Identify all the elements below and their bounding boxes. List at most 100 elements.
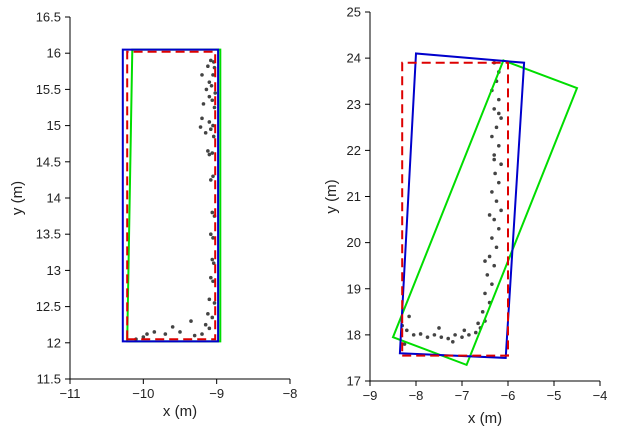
data-point: [209, 127, 213, 132]
bounding-box: [391, 59, 579, 367]
data-point: [451, 339, 455, 344]
y-tick-label: 12: [47, 335, 61, 350]
data-point: [178, 330, 182, 334]
data-point: [499, 208, 503, 213]
y-tick-label: 19: [347, 281, 361, 296]
data-point: [418, 332, 423, 336]
data-point: [203, 322, 208, 327]
data-point: [213, 91, 217, 95]
data-point: [499, 116, 503, 120]
data-point: [460, 335, 464, 339]
y-axis-label: y (m): [9, 181, 26, 215]
data-point: [476, 321, 480, 326]
bounding-box: [126, 50, 217, 341]
data-point: [437, 326, 441, 330]
data-point: [411, 333, 416, 337]
data-point: [206, 64, 210, 69]
y-tick-label: 21: [347, 189, 361, 204]
data-point: [467, 333, 471, 337]
data-point: [492, 153, 497, 157]
data-point: [170, 325, 175, 329]
data-point: [210, 210, 215, 215]
data-point: [407, 314, 411, 319]
x-tick-label: −6: [501, 388, 516, 403]
data-point: [425, 335, 430, 339]
y-tick-label: 11.5: [37, 372, 61, 387]
x-axis-label: x (m): [468, 410, 502, 427]
y-tick-label: 16: [47, 46, 61, 61]
data-point: [207, 94, 212, 99]
right-chart: −9 −8 −7 −6 −5 −4 17 18 19 20 21 22 23 24 25 x (m) y (m): [323, 5, 607, 428]
data-point: [204, 87, 209, 92]
data-point: [446, 336, 451, 341]
y-tick-label: 17: [347, 374, 361, 389]
data-point: [192, 333, 197, 338]
y-tick-label: 20: [347, 235, 361, 250]
data-point: [490, 134, 494, 139]
data-point: [497, 97, 501, 102]
y-tick-label: 18: [347, 327, 361, 342]
data-point: [212, 105, 217, 110]
data-point: [209, 232, 213, 236]
x-tick-label: −9: [363, 388, 378, 403]
data-point: [163, 332, 168, 336]
x-tick-label: −5: [547, 388, 562, 403]
data-point: [492, 263, 497, 268]
data-point: [405, 328, 409, 333]
x-tick-label: −8: [409, 388, 424, 403]
data-point: [200, 73, 204, 77]
data-point: [209, 83, 214, 88]
data-point: [207, 326, 212, 331]
data-point: [497, 143, 501, 148]
data-point: [201, 102, 206, 106]
data-point: [492, 157, 497, 162]
data-point: [152, 330, 157, 334]
data-point: [210, 151, 215, 155]
data-point: [462, 328, 467, 333]
data-point: [499, 162, 503, 167]
left-chart: −11 −10 −9 −8 11.5 12 12.5 13 13.5 14 14.5 15 15.5 16…: [9, 10, 297, 421]
y-tick-label: 16.5: [36, 10, 61, 25]
data-point: [485, 273, 490, 277]
data-point: [207, 120, 212, 124]
y-tick-label: 13: [47, 263, 61, 278]
data-point: [402, 342, 407, 346]
data-point: [207, 152, 212, 157]
bounding-box: [121, 48, 220, 343]
data-point: [487, 254, 492, 259]
y-tick-label: 25: [347, 5, 361, 20]
data-point: [483, 259, 487, 263]
x-tick-label: −7: [455, 388, 470, 403]
x-tick-label: −8: [283, 386, 298, 401]
data-point: [490, 236, 494, 240]
data-point: [210, 98, 215, 103]
data-point: [453, 333, 457, 337]
data-point: [487, 213, 492, 217]
data-point: [203, 131, 208, 135]
data-point: [211, 134, 216, 139]
x-tick-label: −10: [132, 386, 154, 401]
data-point: [494, 199, 499, 203]
data-point: [439, 335, 444, 339]
data-point: [200, 116, 204, 121]
data-point: [497, 226, 501, 231]
data-point: [212, 301, 217, 305]
data-point: [490, 190, 494, 194]
x-tick-label: −11: [59, 386, 80, 401]
data-point: [211, 174, 215, 179]
data-point: [145, 332, 149, 336]
y-tick-label: 24: [347, 51, 361, 66]
x-tick-label: −9: [209, 386, 224, 401]
data-point: [211, 261, 216, 265]
bounding-box: [401, 61, 509, 357]
y-tick-label: 14: [47, 191, 61, 206]
data-point: [210, 257, 215, 262]
data-point: [211, 123, 215, 128]
data-point: [141, 335, 146, 339]
data-point: [209, 275, 213, 280]
data-point: [497, 111, 501, 116]
data-point: [200, 332, 204, 336]
data-point: [432, 333, 437, 337]
data-point: [210, 315, 215, 320]
y-tick-label: 13.5: [36, 227, 61, 242]
